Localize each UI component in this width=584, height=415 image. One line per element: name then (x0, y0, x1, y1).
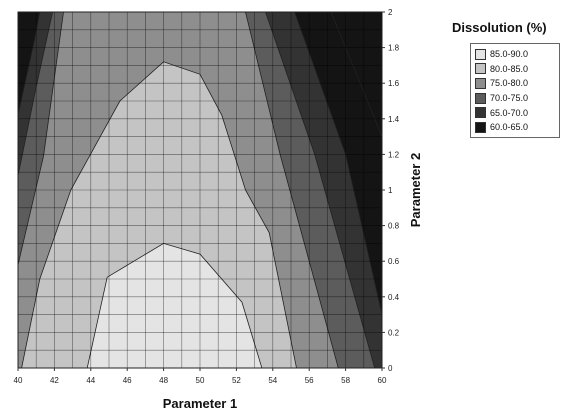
y-axis-label: Parameter 2 (408, 153, 423, 227)
legend-swatch-75-80 (475, 77, 486, 89)
y-tick-label: 1.6 (388, 79, 400, 88)
y-tick-label: 0.2 (388, 328, 400, 337)
legend-label: 85.0-90.0 (490, 49, 529, 60)
x-tick-label: 46 (123, 376, 132, 385)
y-tick-label: 2 (388, 8, 393, 17)
legend-swatch-70-75 (475, 92, 486, 104)
legend-entry: 65.0-70.0 (475, 105, 555, 120)
legend-swatch-85-90 (475, 48, 486, 60)
legend-label: 60.0-65.0 (490, 122, 529, 133)
legend-entry: 60.0-65.0 (475, 120, 555, 135)
legend-entry: 75.0-80.0 (475, 76, 555, 91)
x-tick-label: 58 (341, 376, 350, 385)
y-tick-label: 1.8 (388, 44, 400, 53)
y-tick-label: 0.8 (388, 222, 400, 231)
y-tick-label: 1 (388, 186, 393, 195)
x-tick-label: 44 (86, 376, 95, 385)
legend-label: 75.0-80.0 (490, 78, 529, 89)
y-tick-label: 1.2 (388, 150, 400, 159)
y-tick-label: 1.4 (388, 115, 400, 124)
legend-box: 85.0-90.0 80.0-85.0 75.0-80.0 70.0-75.0 … (470, 43, 560, 138)
y-tick-label: 0.6 (388, 257, 400, 266)
y-tick-label: 0 (388, 364, 393, 373)
x-tick-label: 52 (232, 376, 241, 385)
legend: Dissolution (%) 85.0-90.0 80.0-85.0 75.0… (452, 20, 578, 138)
x-tick-label: 54 (268, 376, 277, 385)
x-tick-label: 56 (305, 376, 314, 385)
legend-entry: 85.0-90.0 (475, 47, 555, 62)
x-tick-label: 48 (159, 376, 168, 385)
legend-entry: 80.0-85.0 (475, 62, 555, 77)
contour-band-right-600-650 (294, 12, 382, 315)
contour-band-corner (330, 12, 382, 137)
y-tick-label: 0.4 (388, 293, 400, 302)
x-tick-label: 50 (196, 376, 205, 385)
legend-title: Dissolution (%) (452, 20, 547, 35)
x-axis-label: Parameter 1 (163, 396, 237, 411)
x-tick-label: 42 (50, 376, 59, 385)
x-tick-label: 40 (14, 376, 23, 385)
legend-swatch-80-85 (475, 63, 486, 75)
legend-label: 80.0-85.0 (490, 63, 529, 74)
legend-swatch-60-65 (475, 121, 486, 133)
legend-label: 70.0-75.0 (490, 93, 529, 104)
x-tick-label: 60 (378, 376, 387, 385)
legend-label: 65.0-70.0 (490, 107, 529, 118)
legend-entry: 70.0-75.0 (475, 91, 555, 106)
legend-swatch-65-70 (475, 107, 486, 119)
